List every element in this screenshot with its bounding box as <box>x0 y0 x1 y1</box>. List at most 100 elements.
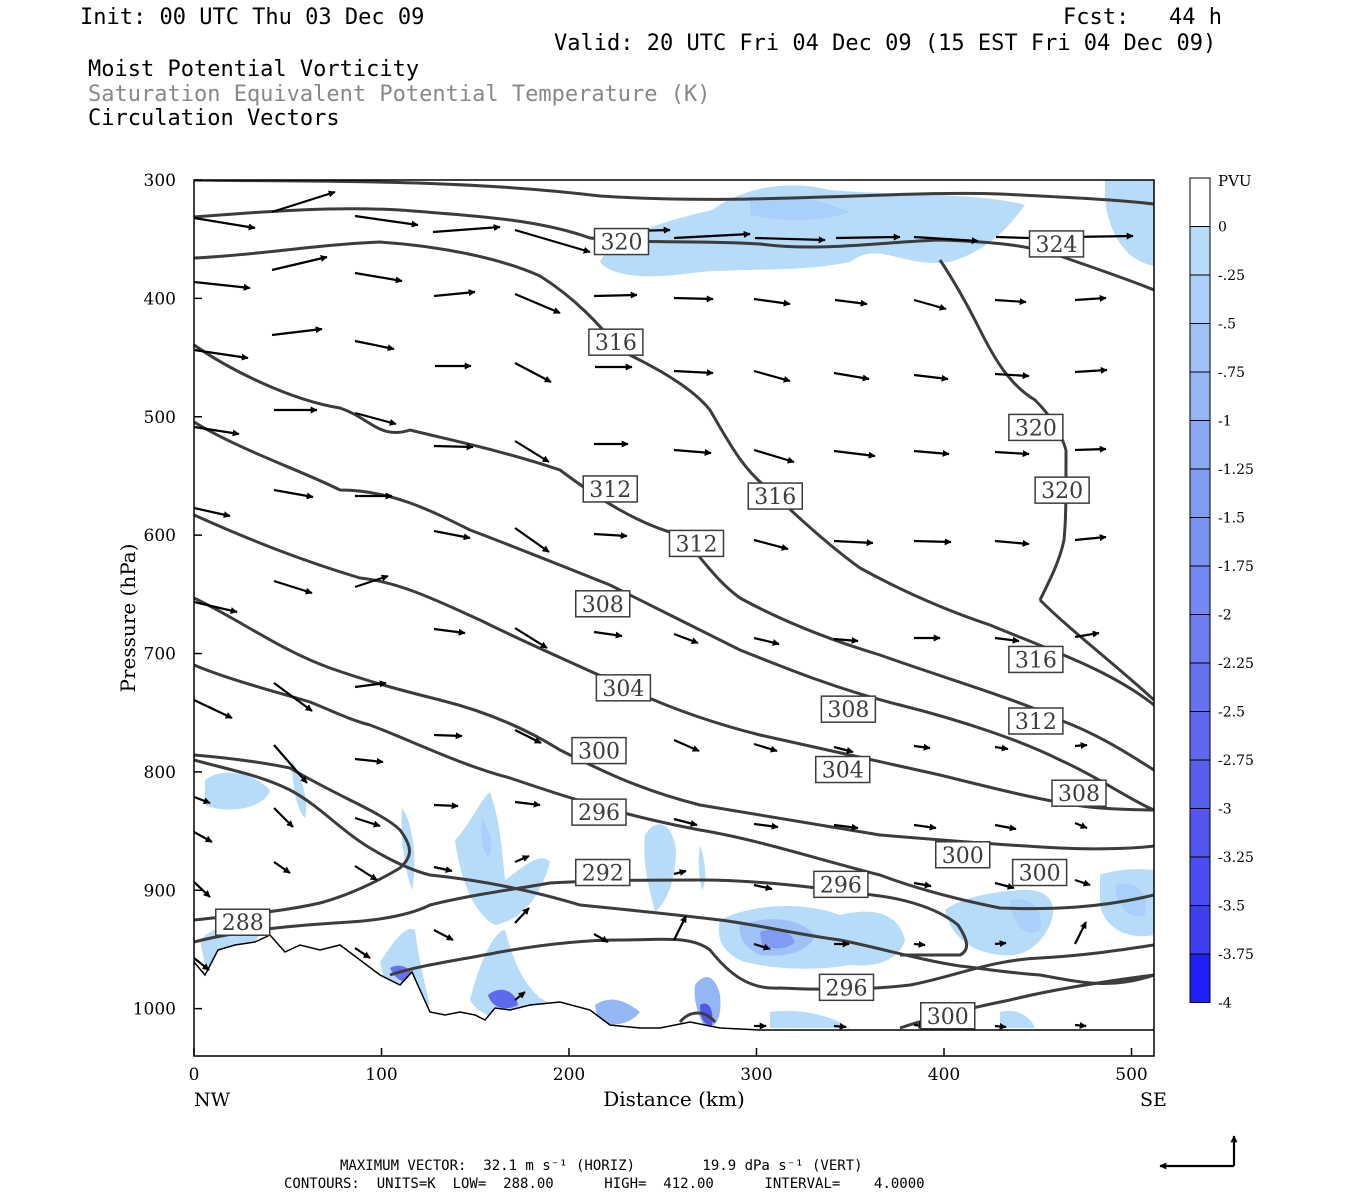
contour-label: 324 <box>1028 230 1085 258</box>
svg-text:312: 312 <box>676 532 718 557</box>
x-axis: 0 100 200 300 400 500 <box>189 1048 1148 1085</box>
svg-text:300: 300 <box>942 844 984 869</box>
contour-labels: 320 324 316 320 320 316 312 312 308 316 304 308 312 3… <box>215 227 1107 1030</box>
field-title-pv: Moist Potential Vorticity <box>88 57 420 82</box>
plot-frame <box>193 179 1155 1057</box>
x-tick-label: 300 <box>740 1065 772 1085</box>
valid-time: Valid: 20 UTC Fri 04 Dec 09 (15 EST Fri … <box>554 31 1217 56</box>
x-tick-label: 200 <box>553 1065 585 1085</box>
svg-text:292: 292 <box>582 862 624 887</box>
colorbar-label: -.25 <box>1218 268 1245 284</box>
max-vector-text: MAXIMUM VECTOR: 32.1 m s⁻¹ (HORIZ) 19.9 … <box>340 1158 863 1174</box>
colorbar-label: -2 <box>1218 608 1232 624</box>
y-tick-label: 800 <box>144 763 176 783</box>
svg-text:320: 320 <box>601 231 643 256</box>
contour-label: 316 <box>747 482 803 510</box>
contour-label: 308 <box>820 695 877 723</box>
colorbar-label: -2.5 <box>1218 705 1245 721</box>
colorbar-swatch <box>1190 857 1210 906</box>
svg-text:300: 300 <box>1019 862 1061 887</box>
nw-end-label: NW <box>194 1089 231 1111</box>
contour-label: 312 <box>1008 707 1064 735</box>
contours-info-text: CONTOURS: UNITS=K LOW= 288.00 HIGH= 412.… <box>284 1176 925 1192</box>
colorbar-label: -3.75 <box>1218 947 1254 963</box>
contour-label: 296 <box>571 798 627 826</box>
y-axis-label: Pressure (hPa) <box>116 544 140 693</box>
colorbar-swatch <box>1190 469 1210 518</box>
pv-shading <box>200 180 1154 1028</box>
colorbar-swatch <box>1190 372 1210 421</box>
colorbar-label: -2.25 <box>1218 656 1254 672</box>
colorbar-swatch <box>1190 226 1210 275</box>
svg-text:324: 324 <box>1036 233 1078 258</box>
svg-text:320: 320 <box>1015 416 1057 441</box>
svg-text:308: 308 <box>827 698 869 723</box>
field-title-vectors: Circulation Vectors <box>88 106 340 131</box>
contour-label: 300 <box>935 841 991 869</box>
y-tick-label: 400 <box>144 289 176 309</box>
colorbar-swatch <box>1190 323 1210 372</box>
contour-label: 320 <box>593 227 650 256</box>
contour-label: 304 <box>815 755 871 784</box>
svg-text:312: 312 <box>1015 710 1057 735</box>
colorbar-swatch <box>1190 178 1210 227</box>
contour-label: 296 <box>813 870 869 898</box>
x-axis-label: Distance (km) <box>603 1087 745 1111</box>
colorbar-label: -.5 <box>1218 317 1236 333</box>
y-tick-label: 600 <box>144 526 176 546</box>
colorbar-label: -1 <box>1218 414 1232 430</box>
svg-text:320: 320 <box>1041 479 1083 504</box>
se-end-label: SE <box>1140 1089 1167 1111</box>
svg-text:316: 316 <box>754 485 796 510</box>
y-axis: 300 400 500 600 700 800 900 1000 <box>133 171 202 1020</box>
colorbar-title: PVU <box>1218 172 1252 190</box>
contour-label: 300 <box>920 1002 976 1030</box>
contour-label: 304 <box>595 674 652 702</box>
colorbar-swatch <box>1190 760 1210 809</box>
colorbar-swatch <box>1190 275 1210 324</box>
svg-text:304: 304 <box>602 677 644 702</box>
y-tick-label: 300 <box>144 171 176 191</box>
svg-text:296: 296 <box>578 801 620 826</box>
svg-text:316: 316 <box>595 331 637 356</box>
colorbar-label: -.75 <box>1218 365 1245 381</box>
contour-label: 308 <box>575 590 631 618</box>
colorbar-swatch <box>1190 954 1210 1003</box>
svg-text:288: 288 <box>222 911 264 936</box>
svg-text:296: 296 <box>826 976 868 1001</box>
contour-label: 300 <box>1011 858 1068 887</box>
svg-text:316: 316 <box>1015 648 1057 673</box>
svg-text:308: 308 <box>582 593 624 618</box>
colorbar-swatch <box>1190 663 1210 712</box>
contour-label: 296 <box>818 973 875 1001</box>
colorbar-label: -2.75 <box>1218 753 1254 769</box>
colorbar-swatch <box>1190 614 1210 663</box>
x-tick-label: 100 <box>365 1065 397 1085</box>
colorbar-label: -4 <box>1218 996 1232 1012</box>
x-tick-label: 400 <box>928 1065 960 1085</box>
contour-label: 320 <box>1034 476 1090 504</box>
contour-label: 312 <box>668 529 725 557</box>
field-title-theta-es: Saturation Equivalent Potential Temperat… <box>88 82 711 107</box>
colorbar-swatch <box>1190 420 1210 469</box>
circulation-vectors <box>194 190 1134 1030</box>
colorbar-label: -3 <box>1218 802 1232 818</box>
contour-label: 316 <box>588 328 644 356</box>
colorbar-label: -1.25 <box>1218 462 1254 478</box>
svg-text:308: 308 <box>1058 782 1100 807</box>
y-tick-label: 700 <box>144 645 176 665</box>
contour-label: 320 <box>1008 413 1064 441</box>
x-tick-label: 0 <box>189 1065 200 1085</box>
x-tick-label: 500 <box>1115 1065 1147 1085</box>
svg-text:300: 300 <box>578 740 620 765</box>
colorbar-label: -3.25 <box>1218 850 1254 866</box>
svg-text:312: 312 <box>589 478 631 503</box>
contour-label: 312 <box>582 475 638 503</box>
colorbar-label: -3.5 <box>1218 899 1245 915</box>
y-tick-label: 1000 <box>133 1000 176 1020</box>
colorbar-label: 0 <box>1218 220 1227 236</box>
colorbar-swatch <box>1190 808 1210 857</box>
y-tick-label: 900 <box>144 881 176 901</box>
contour-label: 316 <box>1008 645 1064 673</box>
